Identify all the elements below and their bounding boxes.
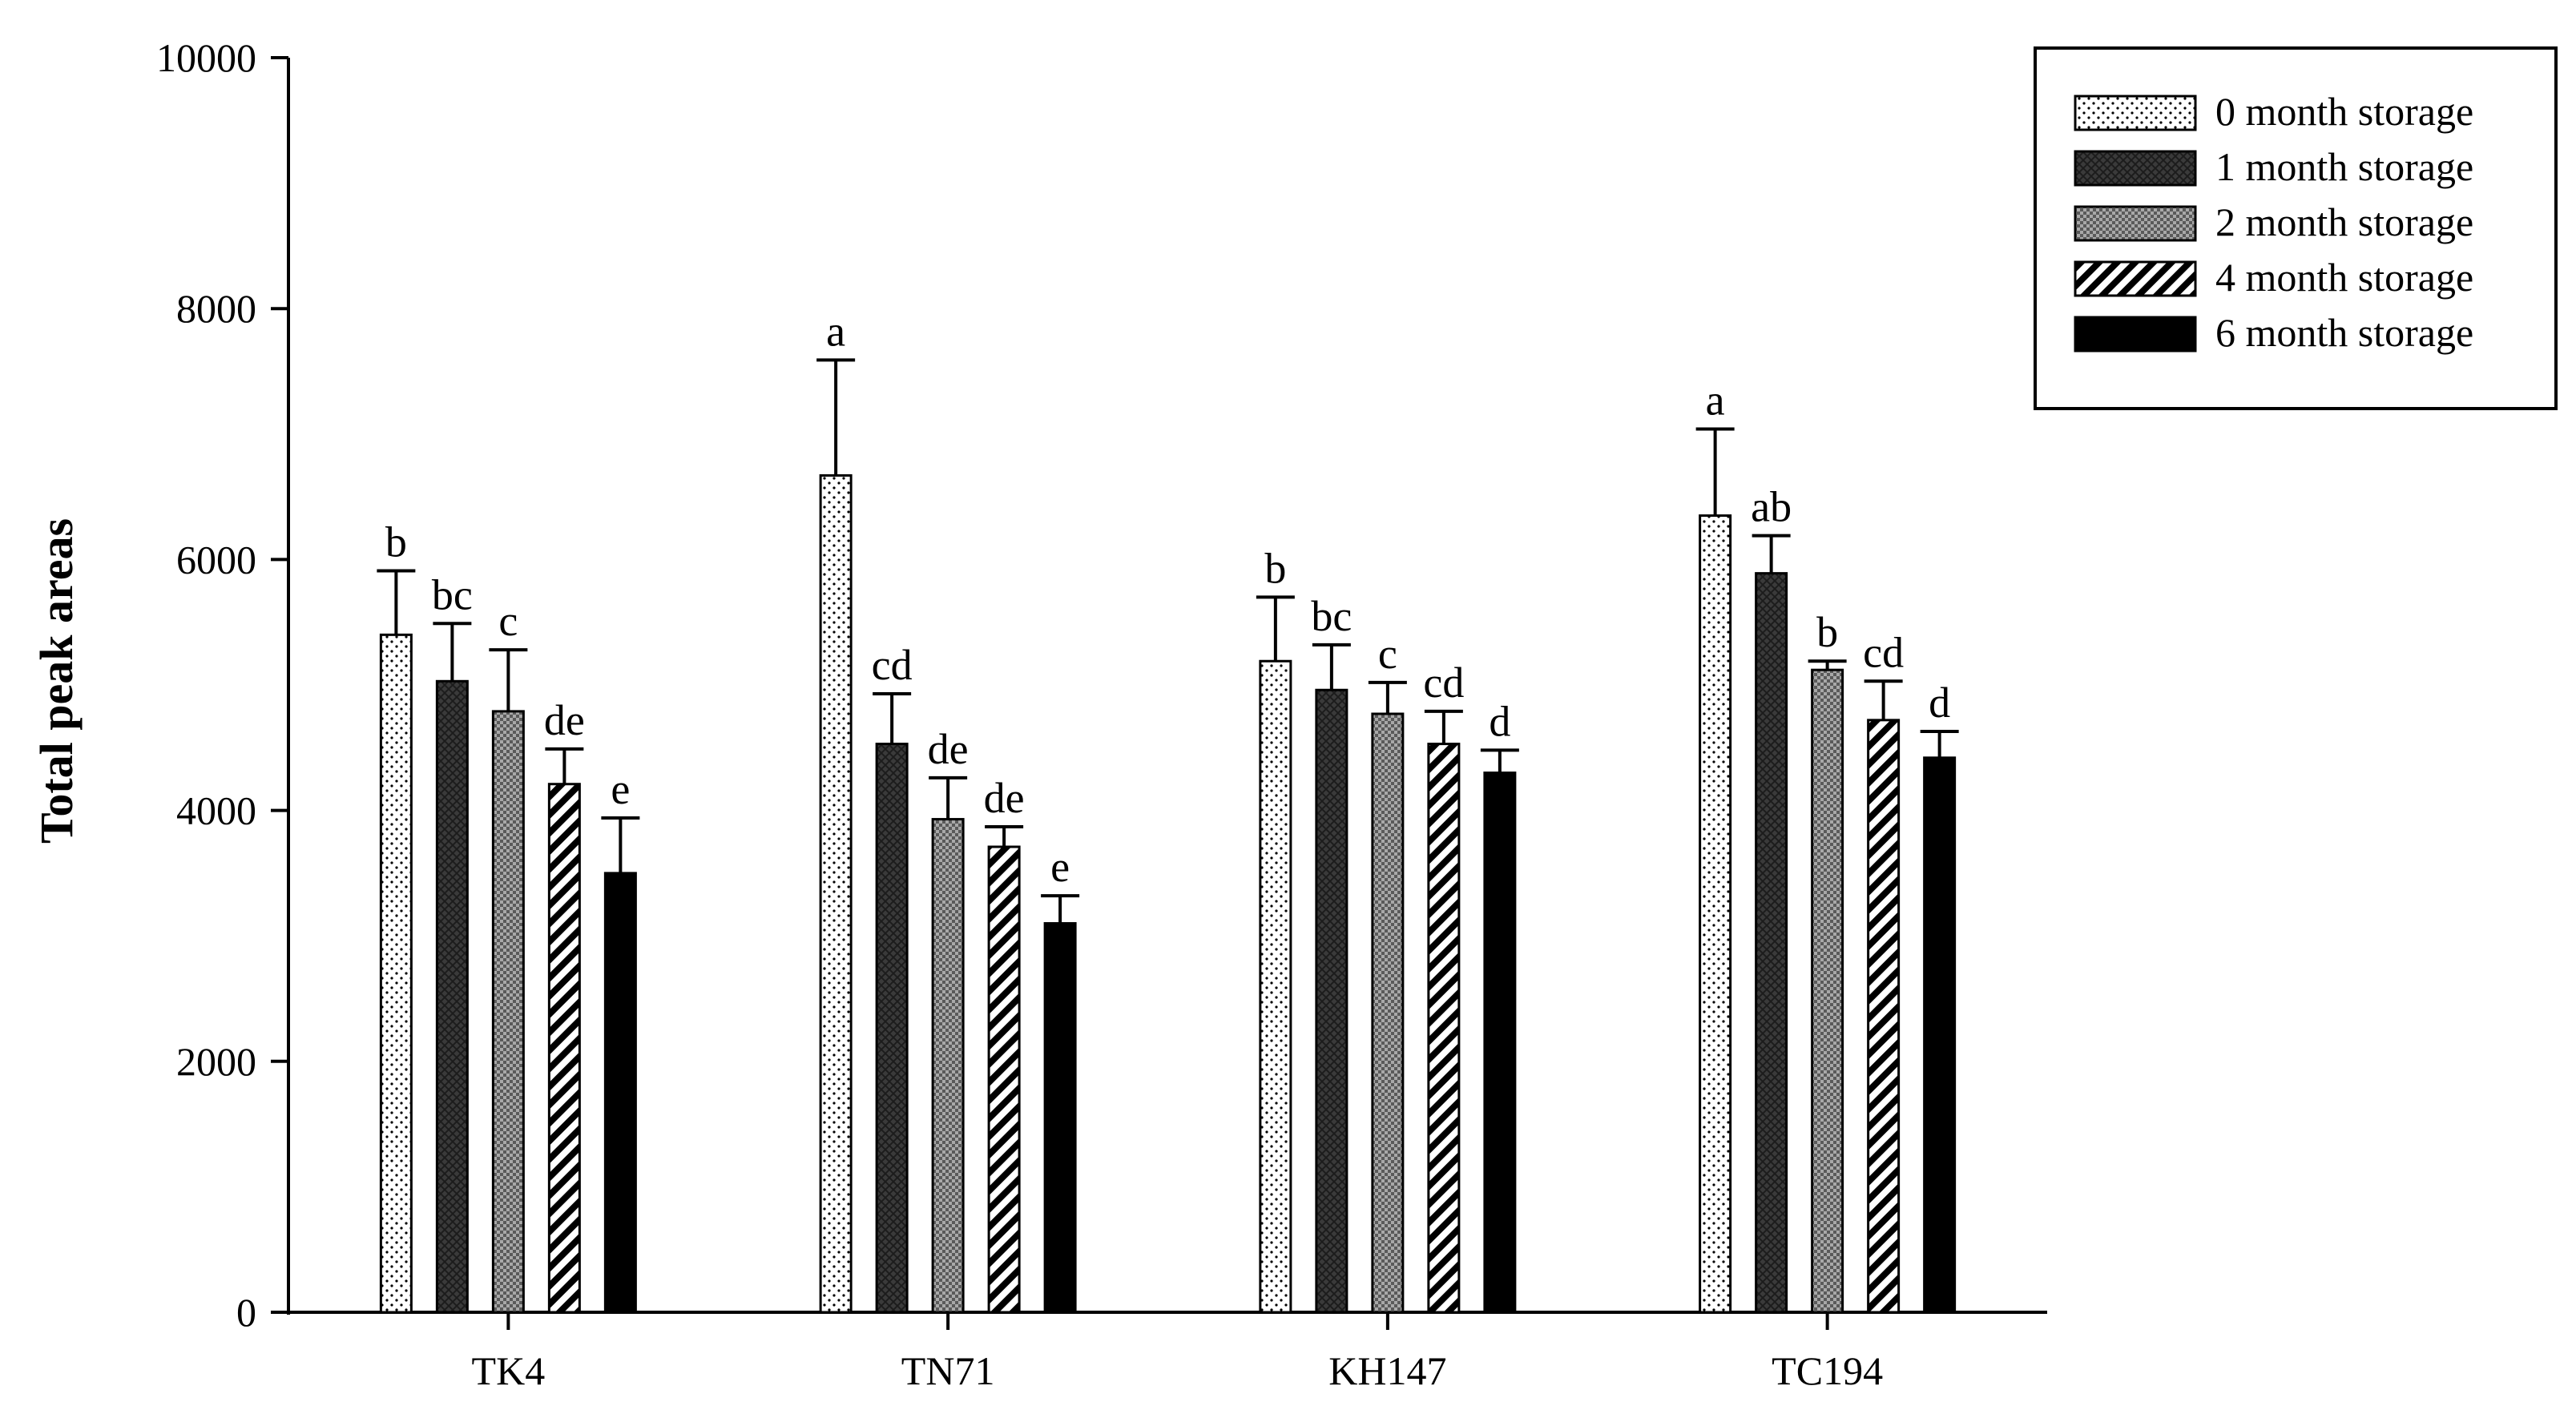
bar [1483, 771, 1517, 1314]
bar [379, 633, 413, 1314]
bar [435, 679, 469, 1314]
significance-letter: bc [432, 570, 473, 618]
significance-letter: d [1929, 679, 1950, 727]
x-tick-label: TK4 [472, 1348, 546, 1393]
y-tick-label: 8000 [176, 286, 256, 331]
bar [1043, 922, 1077, 1314]
significance-letter: cd [1423, 659, 1464, 707]
x-tick-label: TC194 [1772, 1348, 1883, 1393]
significance-letter: cd [1863, 628, 1904, 676]
legend-swatch [2074, 95, 2197, 131]
x-tick-label: TN71 [901, 1348, 995, 1393]
error-bars-layer [377, 358, 1959, 924]
bar [1755, 572, 1788, 1314]
significance-letter: b [1816, 608, 1838, 656]
bar [1427, 743, 1461, 1314]
significance-letter: e [611, 765, 630, 813]
legend-label: 4 month storage [2215, 255, 2473, 300]
significance-letter: cd [872, 641, 913, 689]
significance-letter: bc [1311, 592, 1352, 640]
legend-swatch [2074, 150, 2197, 187]
significance-letter: a [1706, 377, 1725, 425]
bar [931, 818, 965, 1314]
y-tick-label: 0 [236, 1290, 256, 1335]
significance-letter: a [826, 307, 845, 355]
significance-letter: de [928, 725, 969, 773]
x-tick-label: KH147 [1328, 1348, 1446, 1393]
bars-layer [379, 473, 1957, 1314]
y-tick-label: 4000 [176, 788, 256, 833]
axes: 0 2000 4000 6000 8000 10000 TK4 TN71 KH147 TC194 [156, 35, 2047, 1393]
bar [875, 743, 909, 1314]
significance-letter: c [498, 597, 518, 645]
significance-letter: e [1050, 843, 1070, 891]
bar [819, 473, 853, 1314]
legend-label: 2 month storage [2215, 199, 2473, 244]
bar [1259, 659, 1292, 1314]
bar [547, 783, 581, 1314]
significance-letter: b [385, 518, 407, 566]
bar [603, 872, 637, 1314]
significance-letter: b [1264, 544, 1286, 592]
y-tick-label: 6000 [176, 537, 256, 582]
y-axis-label: Total peak areas [30, 518, 83, 844]
bar [1315, 688, 1348, 1314]
bar [1923, 756, 1957, 1314]
y-tick-label: 2000 [176, 1039, 256, 1084]
bar [1811, 668, 1844, 1314]
significance-letter: ab [1751, 483, 1792, 531]
bar [1867, 719, 1901, 1314]
bar [1371, 712, 1405, 1314]
legend-swatch [2074, 205, 2197, 242]
bar [1699, 514, 1732, 1314]
significance-letter: d [1489, 697, 1510, 745]
bar [491, 710, 525, 1314]
bar [987, 845, 1021, 1314]
significance-letter: de [984, 774, 1025, 822]
legend-swatch [2074, 316, 2197, 352]
legend-label: 0 month storage [2215, 89, 2473, 134]
significance-letter: c [1378, 630, 1397, 678]
y-tick-label: 10000 [156, 35, 256, 80]
legend: 0 month storage 1 month storage 2 month st… [2034, 46, 2558, 410]
legend-label: 6 month storage [2215, 310, 2473, 355]
legend-swatch [2074, 260, 2197, 297]
legend-label: 1 month storage [2215, 144, 2473, 189]
significance-letter: de [544, 696, 585, 744]
